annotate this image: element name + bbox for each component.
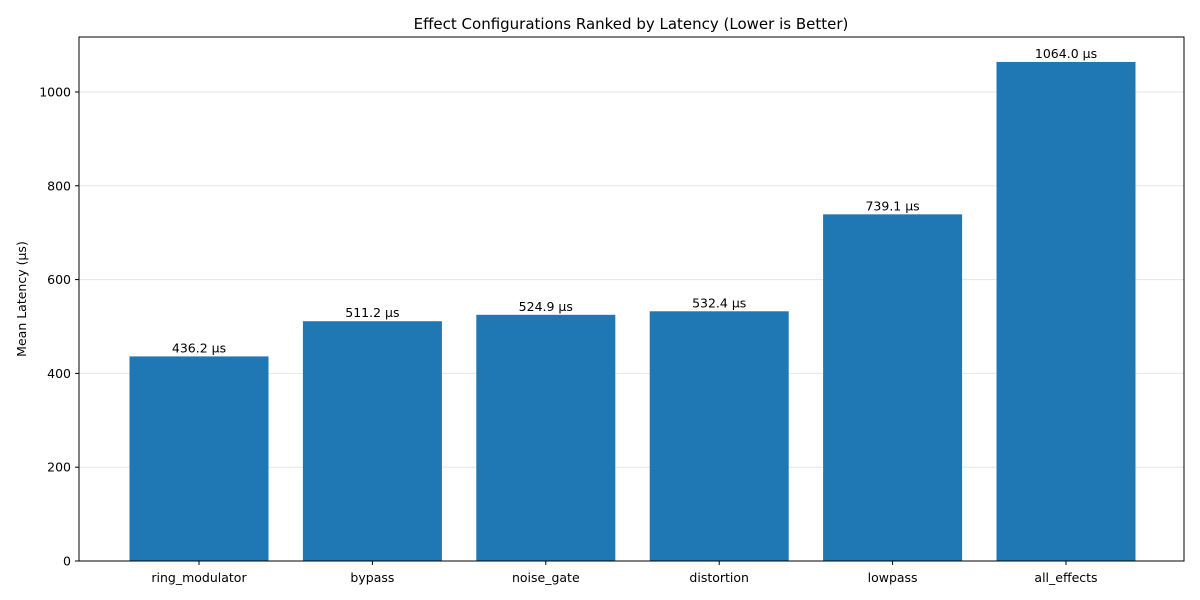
bar-all_effects bbox=[996, 61, 1136, 561]
data-label: 1064.0 µs bbox=[1035, 46, 1097, 61]
y-axis-label: Mean Latency (µs) bbox=[14, 241, 29, 357]
x-tick-label: all_effects bbox=[1034, 570, 1097, 585]
y-tick-label: 200 bbox=[47, 460, 71, 475]
y-axis-ticks: 0 200 400 600 800 1000 bbox=[39, 84, 79, 569]
data-label: 436.2 µs bbox=[172, 340, 226, 355]
bar-bypass bbox=[302, 321, 442, 561]
y-tick-label: 800 bbox=[47, 178, 71, 193]
x-tick-label: distortion bbox=[689, 570, 749, 585]
data-label: 739.1 µs bbox=[865, 198, 919, 213]
x-tick-label: noise_gate bbox=[512, 570, 580, 585]
y-tick-label: 0 bbox=[63, 554, 71, 569]
y-tick-label: 600 bbox=[47, 272, 71, 287]
x-axis-ticks: ring_modulator bypass noise_gate distortion… bbox=[151, 561, 1098, 585]
x-tick-label: ring_modulator bbox=[151, 570, 247, 585]
y-tick-label: 1000 bbox=[39, 84, 71, 99]
bar-noise_gate bbox=[476, 314, 616, 561]
bar-ring_modulator bbox=[129, 356, 269, 561]
data-labels-group: 436.2 µs 511.2 µs 524.9 µs 532.4 µs 739.1 µs… bbox=[172, 46, 1097, 355]
y-tick-label: 400 bbox=[47, 366, 71, 381]
data-label: 511.2 µs bbox=[345, 305, 399, 320]
plot-frame bbox=[78, 36, 1185, 562]
data-label: 524.9 µs bbox=[519, 299, 573, 314]
bars-group bbox=[129, 61, 1136, 561]
chart-title: Effect Configurations Ranked by Latency … bbox=[414, 15, 849, 33]
bar-distortion bbox=[649, 311, 789, 561]
data-label: 532.4 µs bbox=[692, 295, 746, 310]
bar-lowpass bbox=[823, 214, 963, 561]
x-tick-label: bypass bbox=[350, 570, 394, 585]
x-tick-label: lowpass bbox=[868, 570, 918, 585]
